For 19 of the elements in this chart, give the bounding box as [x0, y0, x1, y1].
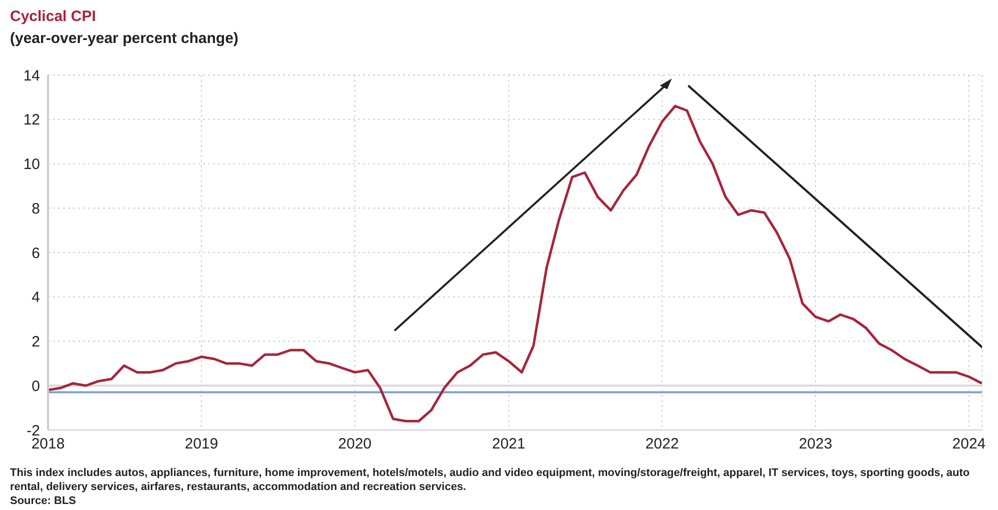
- text: This index includes autos, appliances, furniture, home improvement, hotels/motels, audio and video equipment, moving/storage/freight, apparel, IT services, toys, sporting goods, auto rental, delivery services, airfares, restaurants, accommodation and recreation services.: [10, 466, 971, 494]
- y-tick-label: 8: [32, 200, 40, 218]
- x-tick-label: 2021: [492, 436, 526, 453]
- line-series: [48, 104, 982, 422]
- y-tick-label: 10: [23, 156, 40, 174]
- x-tick-label: 2023: [798, 436, 832, 453]
- x-tick-label: 2022: [645, 436, 679, 453]
- y-tick-label: 12: [23, 112, 40, 129]
- x-tick-label: 2024: [952, 436, 986, 453]
- y-tick-label: 4: [32, 289, 40, 306]
- y-tick-label: 0: [32, 378, 40, 395]
- y-tick-label: 2: [32, 334, 40, 351]
- chart-subtitle: (year-over-year percent change): [10, 30, 238, 47]
- x-tick-label: 2020: [338, 436, 372, 453]
- chart-title: Cyclical CPI: [10, 8, 96, 25]
- source-note: Source: BLS: [10, 494, 78, 508]
- y-tick-label: 6: [32, 244, 40, 262]
- x-tick-label: 2019: [184, 436, 218, 453]
- y-tick-label: 14: [23, 67, 40, 84]
